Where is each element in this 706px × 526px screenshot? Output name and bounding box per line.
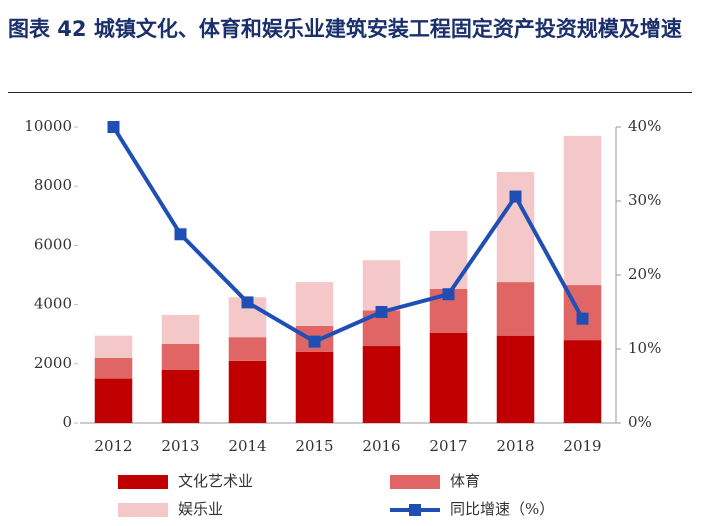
bar xyxy=(94,357,133,379)
marker xyxy=(375,306,388,318)
x-tick-label: 2015 xyxy=(295,437,333,455)
x-tick-label: 2012 xyxy=(94,437,132,455)
y-tick-label: 0 xyxy=(62,413,72,431)
y2-tick-label: 10% xyxy=(628,339,661,357)
bar xyxy=(362,346,401,423)
bar xyxy=(161,369,200,423)
marker xyxy=(509,190,522,203)
chart-title: 图表 42 城镇文化、体育和娱乐业建筑安装工程固定资产投资规模及增速 xyxy=(8,17,682,41)
title-rule xyxy=(8,92,692,93)
bar xyxy=(228,360,267,423)
y-tick-label: 2000 xyxy=(34,354,72,372)
marker xyxy=(174,228,187,241)
bar xyxy=(563,135,602,286)
legend-swatch xyxy=(118,475,168,489)
bar xyxy=(161,343,200,370)
bar xyxy=(295,282,334,326)
y-tick-label: 10000 xyxy=(24,117,72,135)
bar xyxy=(295,351,334,423)
marker xyxy=(576,312,589,325)
y-tick-label: 6000 xyxy=(34,235,72,253)
bar xyxy=(496,282,535,336)
x-tick-label: 2013 xyxy=(161,437,199,455)
x-tick-label: 2019 xyxy=(563,437,601,455)
marker xyxy=(442,288,455,301)
bar xyxy=(362,260,401,311)
y-tick-label: 8000 xyxy=(34,176,72,194)
legend-label: 文化艺术业 xyxy=(178,472,253,490)
legend-swatch xyxy=(390,475,440,489)
bar xyxy=(563,340,602,423)
legend-label: 同比增速（%） xyxy=(450,500,554,518)
marker xyxy=(308,335,321,348)
y2-tick-label: 0% xyxy=(628,413,652,431)
x-tick-label: 2018 xyxy=(496,437,534,455)
bar xyxy=(94,335,133,358)
y2-tick-label: 40% xyxy=(628,117,661,135)
x-tick-label: 2016 xyxy=(362,437,400,455)
x-tick-label: 2014 xyxy=(228,437,266,455)
bar xyxy=(429,332,468,423)
legend-label: 体育 xyxy=(450,472,480,490)
bar xyxy=(94,378,133,423)
legend-marker xyxy=(409,504,421,516)
bar xyxy=(496,171,535,283)
bar xyxy=(429,230,468,289)
marker xyxy=(241,296,254,309)
x-tick-label: 2017 xyxy=(429,437,467,455)
bar xyxy=(228,337,267,361)
line xyxy=(111,125,585,344)
legend-swatch xyxy=(118,503,168,517)
y2-tick-label: 30% xyxy=(628,191,661,209)
legend-label: 娱乐业 xyxy=(178,500,223,518)
y2-tick-label: 20% xyxy=(628,265,661,283)
bar xyxy=(161,314,200,344)
marker xyxy=(107,121,120,133)
y-tick-label: 4000 xyxy=(34,295,72,313)
bar xyxy=(496,335,535,423)
